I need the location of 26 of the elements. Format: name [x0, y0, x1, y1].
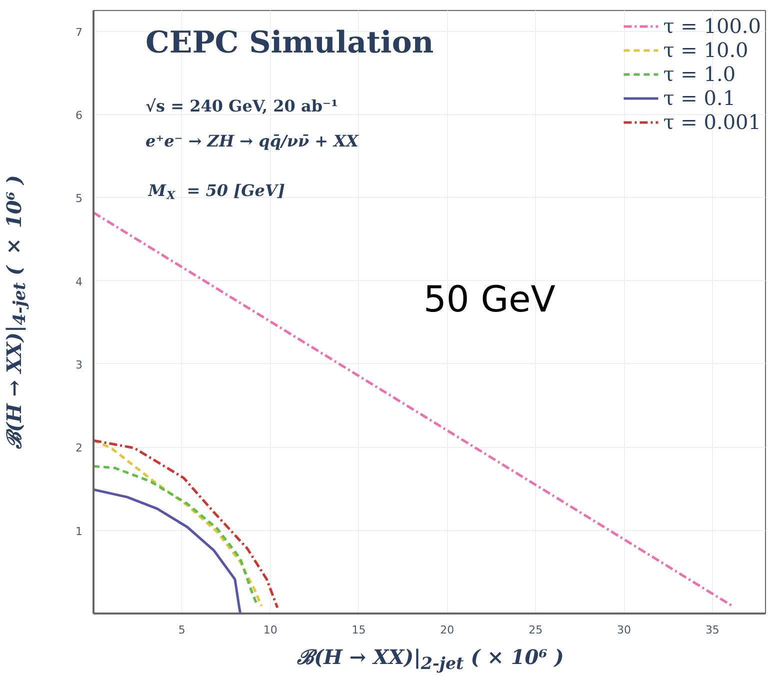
y-tick-label: 4: [76, 275, 82, 288]
x-tick-label: 30: [617, 624, 632, 636]
x-tick-label: 5: [178, 624, 186, 636]
annotation: 50 GeV: [424, 280, 556, 320]
y-tick-label: 5: [76, 192, 82, 206]
y-tick-label: 6: [76, 108, 82, 122]
x-tick-label: 20: [440, 624, 454, 636]
legend-label: τ = 10.0: [663, 38, 748, 62]
x-tick-label: 10: [263, 624, 278, 636]
line-series: [94, 488, 242, 614]
x-tick-label: 15: [352, 624, 366, 636]
x-tick-label: 35: [705, 624, 720, 636]
y-tick-label: 1: [76, 524, 82, 538]
legend-label: τ = 1.0: [663, 62, 736, 86]
legend-label: τ = 0.001: [663, 110, 761, 134]
annotation: e⁺e⁻ → ZH → qq̄/νν̄ + XX: [146, 132, 360, 150]
y-tick-label: 7: [76, 26, 82, 39]
y-tick-label: 3: [76, 358, 82, 372]
annotation: CEPC Simulation: [146, 26, 434, 60]
legend-label: τ = 100.0: [663, 14, 761, 38]
x-tick-label: 25: [528, 624, 543, 636]
x-axis-title: ℬ(H → XX)|$_{2-jet}$ ( × 10⁶ ): [297, 644, 564, 675]
annotation: √s = 240 GeV, 20 ab⁻¹: [146, 96, 338, 116]
y-tick-label: 2: [76, 442, 82, 455]
line-series: [94, 465, 258, 604]
legend-label: τ = 0.1: [663, 86, 736, 110]
